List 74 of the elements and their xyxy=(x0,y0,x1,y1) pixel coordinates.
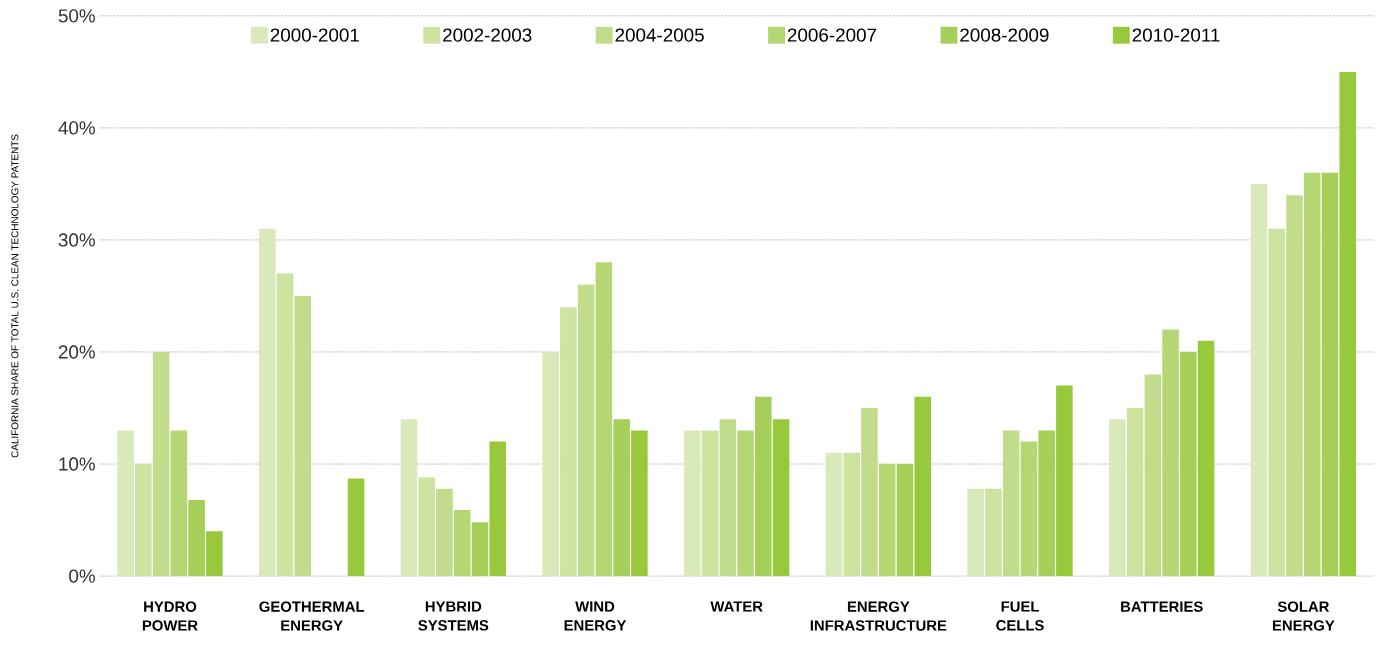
bar xyxy=(1144,374,1162,576)
bar xyxy=(542,351,559,576)
bar xyxy=(347,478,365,576)
bar xyxy=(719,419,737,576)
bar xyxy=(755,396,772,576)
y-tick-label: 20% xyxy=(58,345,95,359)
bar xyxy=(1339,71,1357,576)
bar xyxy=(1321,172,1339,576)
bar xyxy=(1268,228,1286,576)
legend-label: 2000-2001 xyxy=(270,28,359,42)
bar xyxy=(560,306,577,576)
y-tick-label: 0% xyxy=(69,569,95,583)
bar xyxy=(737,430,754,576)
bar xyxy=(1180,351,1197,576)
x-tick-label: WIND ENERGY xyxy=(564,601,627,631)
y-tick-label: 40% xyxy=(58,121,95,135)
bar xyxy=(577,284,595,576)
y-tick-label: 50% xyxy=(58,9,95,23)
bar xyxy=(1109,419,1126,576)
bar xyxy=(914,396,932,576)
bar xyxy=(188,499,205,576)
legend-label: 2010-2011 xyxy=(1132,28,1220,42)
bar xyxy=(631,430,648,576)
bar xyxy=(684,430,701,576)
bar xyxy=(1286,194,1303,576)
bar xyxy=(772,419,790,576)
bar xyxy=(1162,329,1179,576)
bar xyxy=(206,531,223,576)
bar xyxy=(117,430,134,576)
legend-label: 2008-2009 xyxy=(960,28,1049,42)
y-tick-label: 10% xyxy=(59,457,95,471)
x-tick-label: HYDRO POWER xyxy=(142,601,198,631)
bar xyxy=(471,522,489,576)
bar xyxy=(276,273,294,576)
bar xyxy=(152,351,170,576)
bar xyxy=(259,228,276,576)
x-tick-label: GEOTHERMAL ENERGY xyxy=(259,601,365,631)
bar xyxy=(489,441,506,576)
bar xyxy=(1002,430,1020,576)
bar xyxy=(400,419,418,576)
bar xyxy=(453,509,471,576)
x-tick-label: HYBRID SYSTEMS xyxy=(418,601,489,631)
bar xyxy=(967,488,984,576)
bar xyxy=(896,463,914,576)
bar xyxy=(294,295,312,576)
bar xyxy=(595,262,613,576)
bar xyxy=(985,488,1002,576)
bar xyxy=(843,452,861,576)
bar xyxy=(878,463,896,576)
bar xyxy=(861,407,878,576)
bar xyxy=(1250,183,1268,576)
bar xyxy=(1126,407,1144,576)
bar xyxy=(1020,441,1038,576)
bar xyxy=(1056,385,1073,576)
bar xyxy=(1038,430,1055,576)
bar xyxy=(418,477,435,576)
x-tick-label: ENERGY INFRASTRUCTURE xyxy=(810,601,947,631)
y-axis-title: CALIFORNIA SHARE OF TOTAL U.S. CLEAN TECHNOLOGY PATENTS xyxy=(11,134,19,458)
bar xyxy=(170,430,188,576)
x-tick-label: FUEL CELLS xyxy=(996,601,1044,631)
x-tick-label: WATER xyxy=(710,601,763,612)
bar xyxy=(1197,340,1215,576)
legend-label: 2006-2007 xyxy=(787,28,877,42)
bar xyxy=(1303,172,1321,576)
bar xyxy=(613,419,630,576)
x-tick-label: SOLAR ENERGY xyxy=(1272,601,1335,631)
bar xyxy=(701,430,719,576)
legend-label: 2002-2003 xyxy=(443,28,532,42)
x-tick-label: BATTERIES xyxy=(1121,601,1203,612)
legend-label: 2004-2005 xyxy=(615,28,704,42)
bar xyxy=(436,488,453,576)
bar xyxy=(135,463,152,576)
bar xyxy=(825,452,843,576)
y-tick-label: 30% xyxy=(58,233,95,247)
